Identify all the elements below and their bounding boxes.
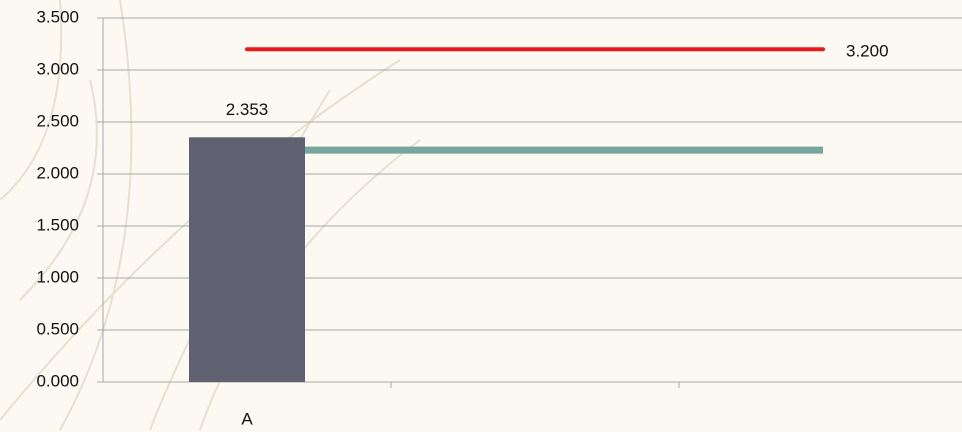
data-label: 3.200 — [846, 42, 889, 61]
y-tick-label: 2.000 — [36, 163, 79, 182]
data-label: 2.353 — [226, 100, 269, 119]
y-tick-label: 1.000 — [36, 267, 79, 286]
y-tick-label: 1.500 — [36, 215, 79, 234]
y-tick-label: 3.500 — [36, 7, 79, 26]
y-tick-label: 0.500 — [36, 319, 79, 338]
x-tick-label: A — [241, 409, 253, 428]
y-tick-label: 2.500 — [36, 111, 79, 130]
y-tick-label: 3.000 — [36, 59, 79, 78]
y-tick-label: 0.000 — [36, 371, 79, 390]
bar — [189, 137, 305, 382]
